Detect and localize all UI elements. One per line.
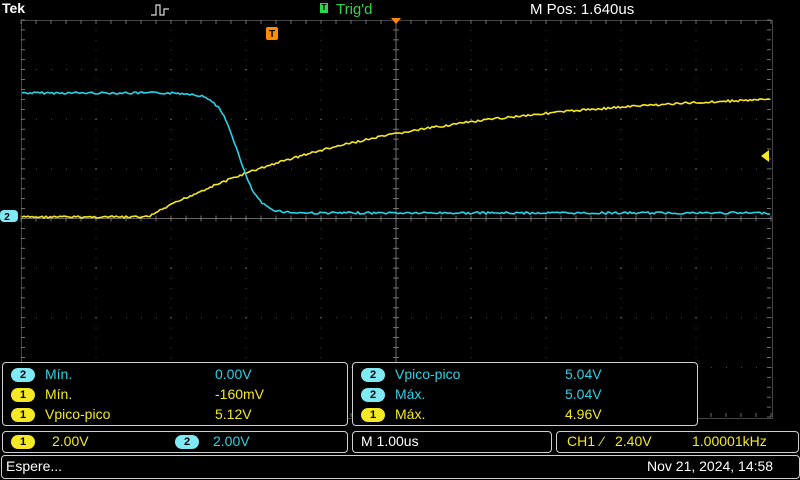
top-status-bar: Tek T Trig'd M Pos: 1.640us [0,0,800,20]
ch1-badge: 1 [11,435,35,449]
ch2-ground-marker [0,210,18,222]
measurement-value: 0.00V [215,366,252,382]
measurement-channel-badge: 1 [11,408,35,422]
trigger-status-icon: T [320,3,328,13]
acquisition-pulse-icon [151,4,169,16]
trigger-frequency: 1.00001kHz [692,433,767,449]
ch1-scale[interactable]: 2.00V [52,433,89,449]
measurement-value: 5.04V [565,366,602,382]
ch1-waveform [21,97,771,220]
measurement-label: Vpico-pico [45,406,111,422]
trigger-slope-icon: ⁄ [601,433,604,449]
graticule [20,19,772,418]
measurement-panel-left: 2 Mín. 0.00V 1 Mín. -160mV 1 Vpico-pico 5.12V [2,362,348,426]
ch2-badge: 2 [175,435,199,449]
measurement-value: 4.96V [565,406,602,422]
measurement-label: Máx. [395,406,426,422]
measurement-channel-badge: 1 [11,388,35,402]
channel-scale-panel[interactable]: 1 2.00V 2 2.00V [2,431,348,453]
measurement-label: Mín. [45,386,73,402]
measurement-label: Máx. [395,386,426,402]
trigger-level-marker [761,150,769,162]
measurement-value: 5.04V [565,386,602,402]
trigger-panel[interactable]: CH1 ⁄ 2.40V 1.00001kHz [556,431,799,453]
measurement-label: Vpico-pico [395,366,461,382]
measurement-channel-badge: 2 [361,368,385,382]
timebase-panel[interactable]: M 1.00us [352,431,552,453]
horizontal-position: M Pos: 1.640us [530,1,635,18]
trigger-source: CH1 [567,433,596,449]
trigger-level[interactable]: 2.40V [615,433,652,449]
trigger-point-marker-label: T [269,29,275,40]
measurement-label: Mín. [45,366,73,382]
timebase-scale[interactable]: M 1.00us [361,433,419,449]
brand-logo: Tek [2,0,26,16]
trigger-position-marker [391,18,401,24]
measurement-channel-badge: 2 [11,368,35,382]
measurement-panel-right: 2 Vpico-pico 5.04V 2 Máx. 5.04V 1 Máx. 4.96V [352,362,698,426]
measurement-value: 5.12V [215,406,252,422]
measurement-channel-badge: 1 [361,408,385,422]
message-bar: Espere... Nov 21, 2024, 14:58 [1,455,800,479]
ch2-scale[interactable]: 2.00V [213,433,250,449]
trigger-status: Trig'd [336,1,373,18]
waveform-display[interactable] [21,20,773,419]
trigger-point-marker-icon [266,27,278,40]
measurement-value: -160mV [215,386,265,402]
date-time: Nov 21, 2024, 14:58 [647,458,774,474]
ch2-ground-marker-label: 2 [4,212,10,223]
measurement-channel-badge: 2 [361,388,385,402]
ch2-waveform [21,91,770,216]
status-message: Espere... [6,458,63,474]
